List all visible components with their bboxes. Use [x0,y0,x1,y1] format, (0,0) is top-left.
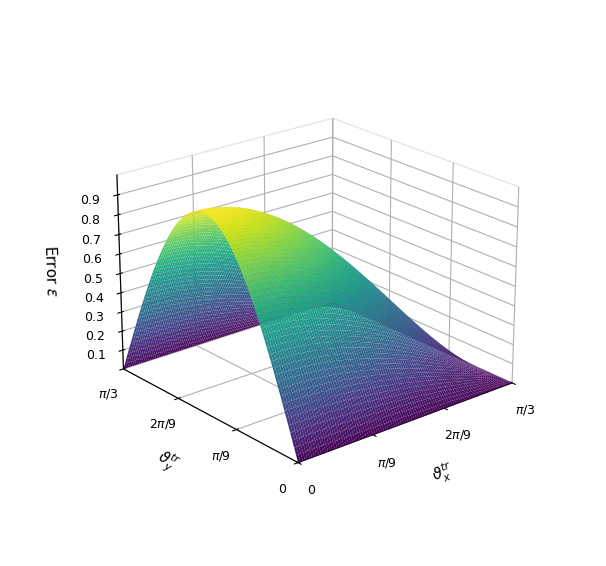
Y-axis label: $\vartheta_y^{tr}$: $\vartheta_y^{tr}$ [152,446,182,479]
X-axis label: $\vartheta_x^{tr}$: $\vartheta_x^{tr}$ [429,458,457,488]
